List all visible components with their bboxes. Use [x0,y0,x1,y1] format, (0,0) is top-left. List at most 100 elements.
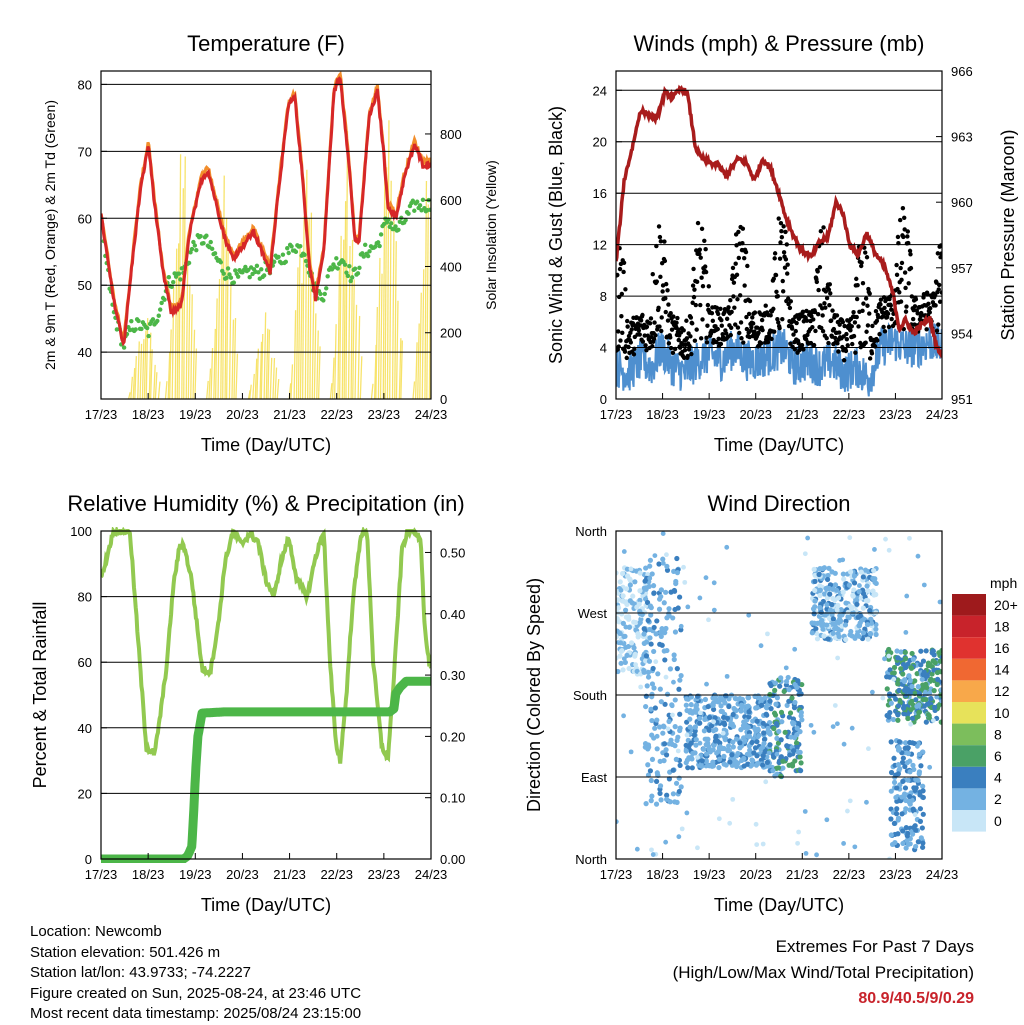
x-tick-label: 23/23 [368,867,401,882]
wind-direction-point [754,718,760,724]
dewpoint-point [121,345,127,350]
solar-insolation-spike [187,284,191,399]
solar-insolation-spike [174,248,178,399]
gust-point [718,341,724,347]
legend-label: 14 [994,662,1010,678]
dewpoint-point [322,291,327,297]
legend-label: 12 [994,683,1010,699]
solar-insolation-spike [313,313,317,399]
legend-swatch [952,680,986,702]
wind-direction-point [794,744,800,750]
wind-direction-point [795,678,801,684]
wind-direction-point [909,698,915,704]
wind-direction-point [864,799,869,805]
dewpoint-point [212,251,218,256]
wind-direction-point [727,820,733,826]
wind-direction-point [775,765,782,771]
dewpoint-point [414,199,420,204]
gust-point [749,325,754,330]
solar-insolation-spike [137,341,140,399]
gust-point [927,310,932,315]
dewpoint-point [159,300,164,306]
wind-direction-point [749,757,755,763]
wind-direction-point [616,597,621,603]
wind-direction-point [838,618,844,624]
wind-direction-point [660,730,666,736]
wind-direction-point [847,535,853,541]
gust-point [719,323,724,328]
solar-insolation-spike [274,367,278,399]
gust-point [858,263,864,269]
wind-direction-point [936,650,942,656]
wind-direction-point [673,578,679,585]
wind-direction-point [619,598,626,604]
wind-direction-point [654,717,660,723]
dewpoint-point [293,249,299,255]
gust-point [777,326,782,331]
y2-tick-label: 0.10 [440,791,465,806]
wind-direction-point [937,599,942,605]
gust-point [860,308,865,314]
latest-timestamp: Most recent data timestamp: 2025/08/24 2… [30,1005,362,1022]
wind-direction-point [621,713,626,719]
wind-direction-point [908,706,914,713]
wind-direction-point [714,750,719,756]
wind-direction-point [902,740,909,746]
gust-point [873,308,879,314]
dewpoint-point [186,260,192,266]
wind-direction-point [693,742,699,748]
gust-point [848,328,853,333]
solar-insolation-spike [357,315,361,399]
solar-insolation-spike [297,245,301,399]
wind-direction-point [649,691,655,697]
gust-point [828,318,834,323]
wind-direction-point [811,566,817,572]
wind-direction-point [899,794,905,800]
wind-direction-point [852,844,858,850]
gust-point [867,291,872,296]
wind-direction-point [633,662,639,668]
wind-direction-point [764,759,771,765]
dewpoint-point [325,274,330,279]
gust-point [690,300,695,305]
legend-label: 6 [994,748,1002,764]
gust-point [729,325,734,331]
gust-point [849,324,854,329]
gust-point [886,324,892,330]
gust-point [799,343,805,348]
wind-direction-point [898,649,904,655]
solar-insolation-spike [231,319,235,399]
y-tick-label: 40 [78,345,92,360]
wind-direction-point [938,687,942,693]
solar-insolation-spike [222,175,225,399]
dewpoint-point [283,259,288,265]
gust-point [716,311,721,317]
wind-direction-point [702,696,709,703]
gust-point [780,278,785,284]
legend-swatch [952,788,986,810]
solar-insolation-spike [412,381,416,399]
gust-point [835,341,840,346]
wind-direction-point [938,669,942,675]
dewpoint-point [221,271,226,276]
y-tick-label: 24 [593,83,607,98]
wind-direction-point [671,652,677,658]
wind-direction-point [746,714,752,720]
gust-point [926,301,931,307]
wind-direction-point [791,748,797,754]
gust-point [898,299,904,304]
wind-direction-point [887,856,892,859]
wind-direction-point [855,614,861,620]
dewpoint-point [139,326,144,332]
gust-point [878,297,884,302]
wind-direction-point [669,741,675,747]
wind-direction-point [645,772,652,778]
wind-direction-point [761,730,767,736]
wind-direction-point [780,765,786,771]
wind-direction-point [932,660,938,666]
wind-direction-point [910,762,916,768]
wind-direction-point [695,845,700,851]
wind-direction-point [678,673,684,679]
wind-direction-point [865,636,871,642]
wind-direction-point [903,845,909,851]
